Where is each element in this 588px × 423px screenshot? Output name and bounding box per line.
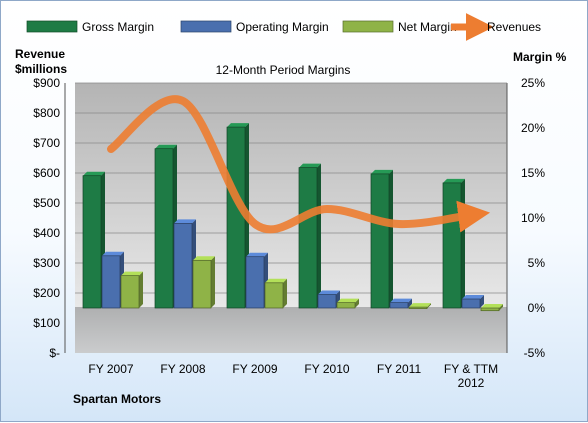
right-tick-label: -5% [524,346,546,360]
right-axis-ticks: -5% 0% 5% 10% 15% 20% 25% [521,76,545,360]
bar-series [82,123,503,312]
bar-top [409,303,431,308]
bar-top [371,169,393,174]
right-axis-title: Margin % [513,50,567,64]
right-tick-label: 25% [521,76,545,90]
bar-net-margin [264,282,284,309]
right-tick-label: 5% [528,256,546,270]
category-label: FY 2009 [232,362,277,376]
bar-gross-margin [298,167,318,309]
left-tick-label: $500 [33,196,60,210]
bar-top [443,178,465,183]
legend-label: Operating Margin [236,20,329,34]
bar-gross-margin [370,173,390,309]
legend-label: Gross Margin [82,20,154,34]
bar-top [102,251,124,256]
bar-top [227,123,249,128]
bar-side [139,271,143,308]
revenue-series-line [107,95,491,234]
left-tick-label: $700 [33,136,60,150]
bar-side [355,298,359,308]
bar-side [499,304,503,311]
bar-top [193,256,215,261]
legend-swatch [180,20,232,33]
bar-top [337,298,359,303]
revenue-line [107,95,491,234]
category-label: FY 2008 [160,362,205,376]
legend: Gross Margin Operating Margin Net Margin Re… [26,13,541,41]
bar-top [299,163,321,168]
chart-title: 12-Month Period Margins [216,63,351,77]
left-axis-ticks: $- $100 $200 $300 $400 $500 $600 $700 $800 $900 [33,76,60,360]
left-tick-label: $400 [33,226,60,240]
legend-label: Net Margin [398,20,457,34]
left-tick-label: $- [49,346,60,360]
bar-net-margin [120,275,140,309]
bar-operating-margin [173,223,193,309]
bar-side [461,178,465,308]
bar-top [390,298,412,303]
bar-side [317,163,321,308]
company-label: Spartan Motors [73,392,161,406]
right-tick-label: 0% [528,301,546,315]
left-tick-label: $100 [33,316,60,330]
legend-swatch [26,20,78,33]
category-label: FY 2011 [377,362,422,376]
plot-floor [75,307,507,353]
bar-top [462,295,484,299]
legend-swatch [342,20,394,33]
right-tick-label: 15% [521,166,545,180]
bar-gross-margin [82,175,102,309]
left-axis-title-line1: Revenue [15,47,65,61]
bar-top [265,278,287,283]
bar-operating-margin [389,302,409,309]
bar-net-margin [480,307,500,312]
bar-side [283,278,287,308]
bar-side [211,256,215,308]
bar-operating-margin [101,255,121,309]
left-tick-label: $200 [33,286,60,300]
bar-net-margin [336,302,356,309]
left-tick-label: $900 [33,76,60,90]
bar-top [318,290,340,295]
bar-side [408,298,412,308]
right-tick-label: 10% [521,211,545,225]
bar-side [389,169,393,308]
right-tick-label: 20% [521,121,545,135]
category-label: FY & TTM [444,362,498,376]
bar-top [246,252,268,257]
bar-net-margin [408,306,428,309]
left-tick-label: $600 [33,166,60,180]
bar-gross-margin [154,148,174,309]
bar-top [121,271,143,276]
category-labels: FY 2007 FY 2008 FY 2009 FY 2010 FY 2011 FY & … [88,362,498,390]
left-tick-label: $800 [33,106,60,120]
bar-side [427,303,431,309]
legend-label: Revenues [487,20,541,34]
left-tick-label: $300 [33,256,60,270]
bar-net-margin [192,259,212,309]
category-label: FY 2010 [304,362,349,376]
bar-gross-margin [442,182,462,309]
bar-gross-margin [226,126,246,309]
bar-top [174,219,196,224]
category-label: 2012 [458,376,485,390]
left-axis-title-line2: $millions [15,62,67,76]
category-label: FY 2007 [88,362,133,376]
bar-operating-margin [461,298,481,309]
bar-top [155,144,177,149]
bar-top [481,304,503,308]
bar-operating-margin [245,256,265,309]
bar-side [480,295,484,308]
bar-top [83,171,105,176]
bar-operating-margin [317,294,337,309]
